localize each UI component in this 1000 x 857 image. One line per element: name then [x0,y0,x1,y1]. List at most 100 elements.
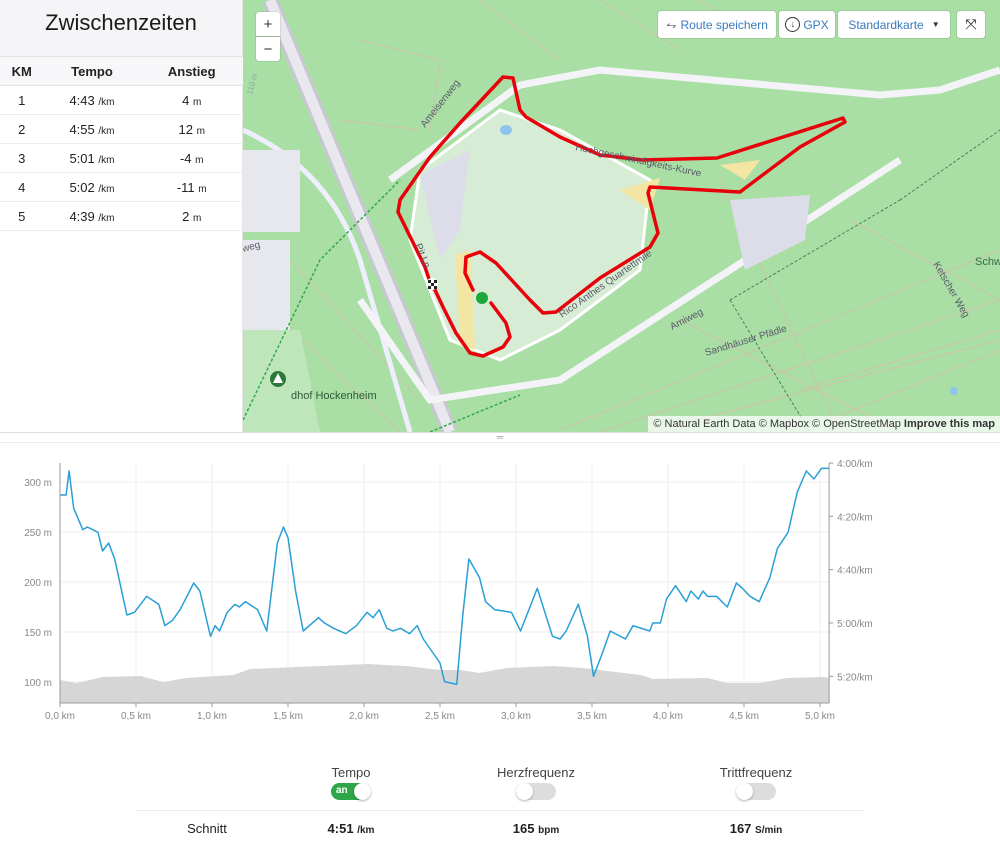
x-tick-label: 0,0 km [45,711,75,722]
split-climb: 12 m [140,114,243,144]
map-style-label: Standardkarte [848,17,924,32]
col-km: KM [0,56,44,86]
y-left-tick-label: 200 m [24,578,52,589]
route-icon: ⥊ [666,16,677,32]
toggle-cadence-label: Trittfrequenz [719,765,793,780]
split-row: 4 5:02 /km -11 m [0,172,243,202]
y-right-tick-label: 4:00/km [837,459,873,470]
label-elev: 110 m [245,72,259,96]
toggle-cadence-group: Trittfrequenz [686,765,826,803]
split-row: 3 5:01 /km -4 m [0,143,243,173]
splits-panel: Zwischenzeiten KM Tempo Anstieg 1 4:43 /… [0,0,243,436]
average-pace: 4:51 /km [281,821,421,836]
x-tick-label: 0,5 km [121,711,151,722]
split-pace: 5:01 /km [43,143,141,173]
gpx-button[interactable]: ↓ GPX [779,11,835,38]
toggle-tempo[interactable]: an [331,783,371,800]
elevation-area [60,664,830,703]
average-heartrate-unit: bpm [538,825,560,836]
split-row: 1 4:43 /km 4 m [0,85,243,115]
col-pace: Tempo [43,56,141,86]
label-weg: weg [243,240,262,256]
col-climb: Anstieg [140,56,243,86]
y-right-tick-label: 5:00/km [837,619,873,630]
route-line [396,75,847,358]
label-ameisenweg: Ameisenweg [419,78,463,130]
split-climb: 4 m [140,85,243,115]
y-left-tick-label: 100 m [24,678,52,689]
pace-elevation-chart: 100 m 150 m 200 m 250 m 300 m 0,0 km 0,5 km 1,0… [24,459,873,722]
save-route-button[interactable]: ⥊ Route speichern [658,11,776,38]
splits-title: Zwischenzeiten [0,0,242,56]
zoom-in-button[interactable]: + [256,12,280,36]
download-icon: ↓ [785,17,801,32]
split-km: 5 [0,201,44,231]
average-heartrate: 165 bpm [466,821,606,836]
map-attribution: © Natural Earth Data © Mapbox © OpenStre… [648,416,1000,432]
average-cadence: 167 S/min [686,821,826,836]
toggle-heartrate-label: Herzfrequenz [496,765,576,780]
toggle-tempo-group: Tempo an [281,765,421,803]
split-pace: 4:39 /km [43,201,141,231]
map[interactable]: Ameisenweg Hochgeschwindigkeits-Kurve Ri… [243,0,1000,432]
label-ketscher: Ketscher Weg [930,260,971,320]
average-label: Schnitt [187,821,227,836]
toggle-cadence[interactable] [736,783,776,800]
split-climb: -4 m [140,143,243,173]
label-amiweg: Amiweg [668,307,705,333]
pond [500,125,512,135]
y-right-tick-label: 5:20/km [837,672,873,683]
parking-area [730,195,810,270]
x-tick-label: 4,0 km [653,711,683,722]
divider [135,810,865,811]
caret-down-icon: ▼ [931,20,940,29]
finish-flag-icon [426,278,438,290]
x-tick-label: 3,0 km [501,711,531,722]
x-tick-label: 4,5 km [729,711,759,722]
attribution-text: © Natural Earth Data © Mapbox © OpenStre… [653,418,901,430]
y-right-tick-label: 4:20/km [837,512,873,523]
split-pace: 4:43 /km [43,85,141,115]
x-tick-label: 1,0 km [197,711,227,722]
average-heartrate-value: 165 [512,821,535,836]
split-km: 3 [0,143,44,173]
improve-map-link[interactable]: Improve this map [903,418,995,430]
x-tick-label: 2,0 km [349,711,379,722]
average-cadence-unit: S/min [755,825,783,836]
y-left-tick-label: 300 m [24,478,52,489]
label-friedhof: dhof Hockenheim [291,390,377,402]
gpx-label: GPX [803,17,829,32]
split-km: 4 [0,172,44,202]
pace-line [60,467,830,686]
average-cadence-value: 167 [729,821,752,836]
start-marker [476,292,488,304]
average-pace-value: 4:51 [327,821,354,836]
fullscreen-button[interactable]: ⤧ [957,11,985,38]
split-row: 2 4:55 /km 12 m [0,114,243,144]
y-left-tick-label: 250 m [24,528,52,539]
fullscreen-icon: ⤧ [965,16,977,32]
x-tick-label: 2,5 km [425,711,455,722]
toggle-tempo-label: Tempo [331,765,371,780]
map-style-select[interactable]: Standardkarte ▼ [838,11,950,38]
x-tick-label: 5,0 km [805,711,835,722]
toggle-heartrate-group: Herzfrequenz [466,765,606,803]
split-row: 5 4:39 /km 2 m [0,201,243,231]
map-paths [259,0,1000,432]
split-km: 1 [0,85,44,115]
label-schw: Schw [975,256,1000,268]
split-climb: -11 m [140,172,243,202]
cemetery-icon [270,371,286,387]
toggle-heartrate[interactable] [516,783,556,800]
toggle-on-text: an [336,785,348,796]
split-pace: 4:55 /km [43,114,141,144]
save-route-label: Route speichern [680,17,768,32]
zoom-out-button[interactable]: − [256,37,280,61]
x-tick-label: 1,5 km [273,711,303,722]
split-climb: 2 m [140,201,243,231]
resize-handle[interactable]: ═ [0,432,1000,443]
map-canvas[interactable]: Ameisenweg Hochgeschwindigkeits-Kurve Ri… [243,0,1000,432]
y-right-tick-label: 4:40/km [837,566,873,577]
average-pace-unit: /km [357,825,375,836]
